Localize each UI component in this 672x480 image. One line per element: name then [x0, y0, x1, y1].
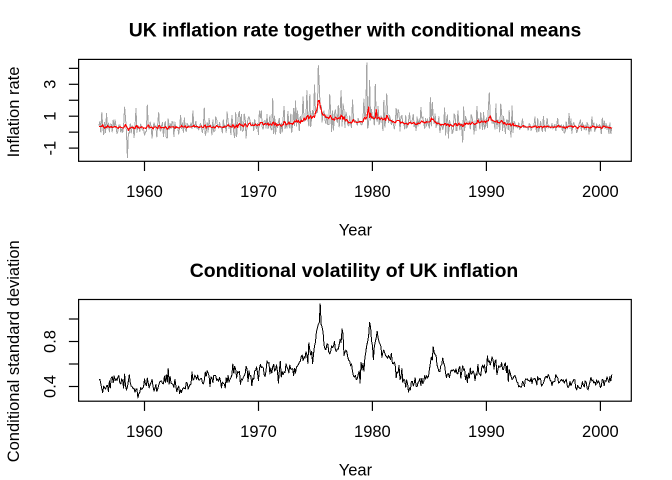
svg-text:Year: Year: [339, 221, 373, 239]
svg-text:1990: 1990: [468, 423, 505, 441]
svg-text:1970: 1970: [240, 183, 277, 201]
svg-text:1980: 1980: [354, 423, 391, 441]
svg-text:1990: 1990: [468, 183, 505, 201]
svg-text:3: 3: [41, 80, 59, 89]
svg-text:1: 1: [41, 112, 59, 121]
svg-text:Inflation rate: Inflation rate: [5, 67, 23, 158]
svg-text:1960: 1960: [126, 423, 163, 441]
svg-text:2000: 2000: [582, 423, 619, 441]
svg-text:Conditional volatility of UK i: Conditional volatility of UK inflation: [190, 260, 519, 282]
svg-text:UK inflation rate together wit: UK inflation rate together with conditio…: [129, 20, 581, 42]
svg-text:Conditional standard deviation: Conditional standard deviation: [5, 240, 23, 462]
svg-text:1960: 1960: [126, 183, 163, 201]
svg-text:2000: 2000: [582, 183, 619, 201]
svg-text:1970: 1970: [240, 423, 277, 441]
svg-text:1980: 1980: [354, 183, 391, 201]
svg-text:-1: -1: [41, 141, 59, 156]
svg-text:0.4: 0.4: [41, 375, 59, 398]
svg-text:0.8: 0.8: [41, 330, 59, 353]
svg-text:Year: Year: [339, 462, 373, 480]
